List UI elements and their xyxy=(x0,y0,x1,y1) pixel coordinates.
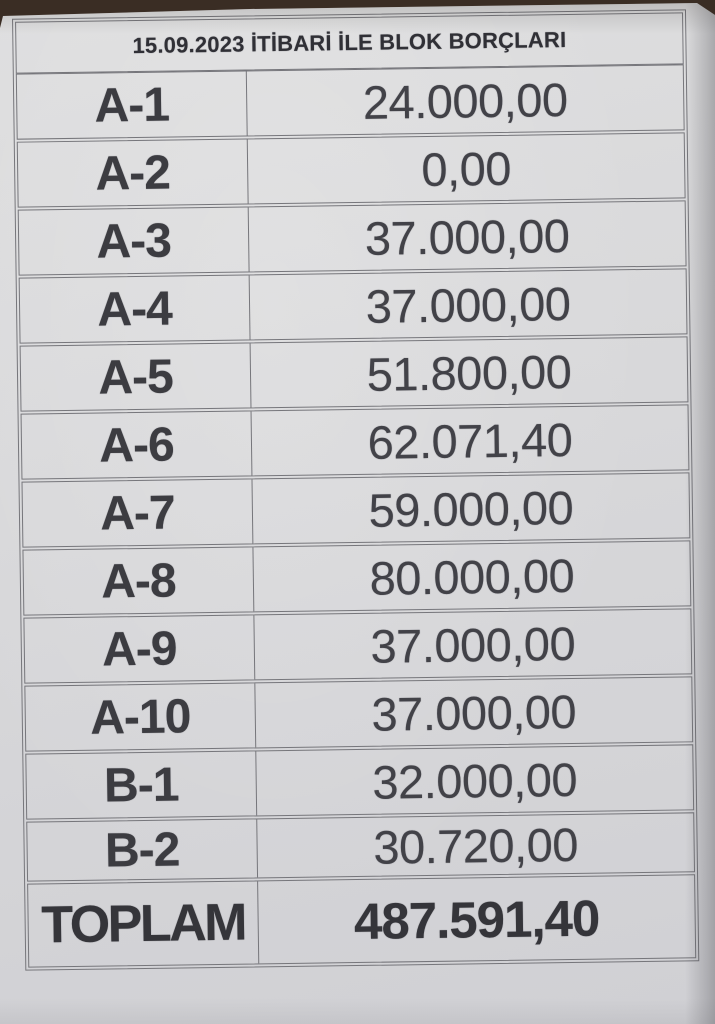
amount-value: 0,00 xyxy=(421,141,512,196)
debt-table: 15.09.2023 İTİBARİ İLE BLOK BORÇLARI A-1… xyxy=(12,9,700,971)
paper-bottom-shadow xyxy=(0,998,715,1024)
document-title: 15.09.2023 İTİBARİ İLE BLOK BORÇLARI xyxy=(132,27,567,59)
table-row: A-7 59.000,00 xyxy=(21,472,691,548)
table-row: A-2 0,00 xyxy=(16,132,686,208)
table-row: TOPLAM 487.591,40 xyxy=(27,874,697,968)
amount-value: 59.000,00 xyxy=(368,480,574,537)
amount-value: 24.000,00 xyxy=(362,72,568,129)
amount-value: 37.000,00 xyxy=(371,684,577,741)
table-row: A-10 37.000,00 xyxy=(24,676,694,752)
block-label: A-8 xyxy=(23,547,255,615)
amount-value: 30.720,00 xyxy=(372,817,579,874)
block-label: A-2 xyxy=(17,139,249,207)
table-row: B-1 32.000,00 xyxy=(25,744,695,820)
block-label: A-9 xyxy=(24,615,256,683)
amount-value: 37.000,00 xyxy=(364,208,570,265)
block-label: B-2 xyxy=(27,819,259,881)
table-row: A-6 62.071,40 xyxy=(20,404,690,480)
table-row: A-9 37.000,00 xyxy=(23,608,693,684)
block-label: A-1 xyxy=(16,71,248,139)
block-label: TOPLAM xyxy=(28,881,260,967)
amount-value: 487.591,40 xyxy=(353,889,600,950)
table-row: A-5 51.800,00 xyxy=(19,336,689,412)
block-label: B-1 xyxy=(26,751,258,819)
amount-value: 32.000,00 xyxy=(372,752,578,809)
block-label: A-10 xyxy=(25,683,257,751)
amount-value: 51.800,00 xyxy=(366,344,572,401)
block-label: A-5 xyxy=(20,343,252,411)
table-row: A-8 80.000,00 xyxy=(22,540,692,616)
table-row: B-2 30.720,00 xyxy=(26,812,696,882)
block-label: A-3 xyxy=(18,207,250,275)
block-label: A-4 xyxy=(19,275,251,343)
block-label: A-6 xyxy=(21,411,253,479)
table-row: A-1 24.000,00 xyxy=(15,64,685,140)
amount-value: 37.000,00 xyxy=(370,616,576,673)
amount-value: 62.071,40 xyxy=(367,412,573,469)
table-title-row: 15.09.2023 İTİBARİ İLE BLOK BORÇLARI xyxy=(15,12,684,74)
block-label: A-7 xyxy=(22,479,254,547)
amount-value: 37.000,00 xyxy=(365,276,571,333)
table-body: A-1 24.000,00 A-2 0,00 A-3 37.000,00 A-4… xyxy=(15,64,697,968)
amount-value: 80.000,00 xyxy=(369,548,575,605)
table-row: A-4 37.000,00 xyxy=(18,268,688,344)
table-row: A-3 37.000,00 xyxy=(17,200,687,276)
